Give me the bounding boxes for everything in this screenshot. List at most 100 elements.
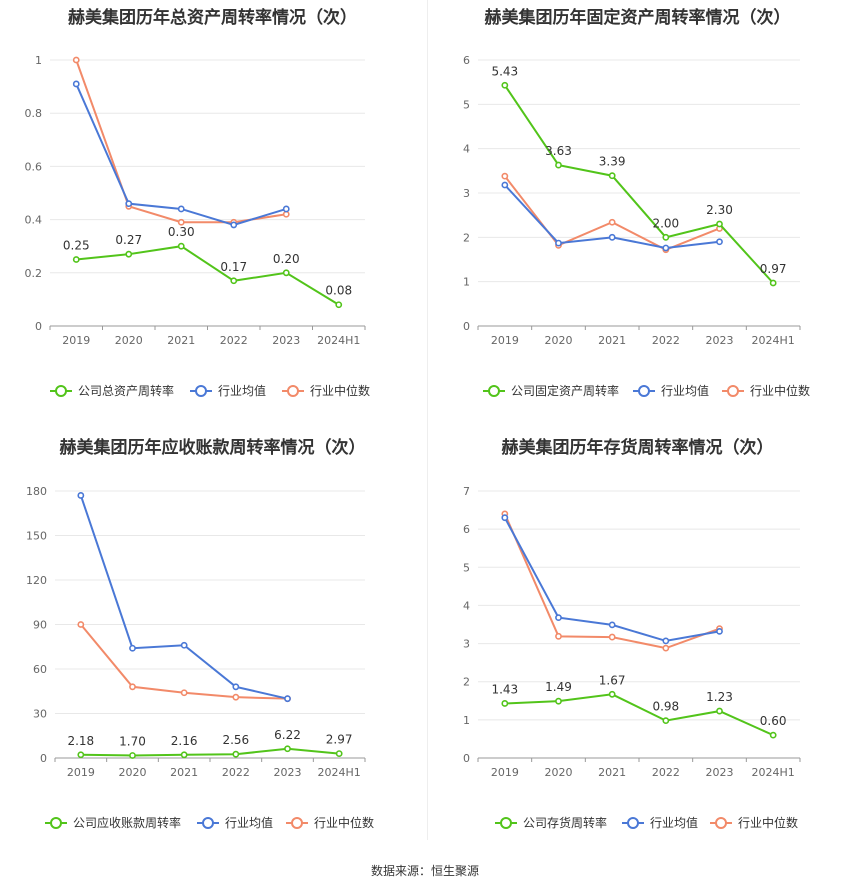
chart-panel-receivables-turnover: 赫美集团历年应收账款周转率情况（次） 0 30 60 90 120 150 180 2019 2… — [0, 425, 425, 850]
data-point-median — [129, 683, 136, 691]
data-point-median — [608, 218, 616, 226]
data-point-avg — [230, 221, 238, 229]
data-point-company — [284, 745, 291, 753]
y-tick-label: 5 — [463, 561, 470, 574]
chart-title: 赫美集团历年应收账款周转率情况（次） — [59, 438, 366, 458]
data-point-company — [282, 269, 290, 277]
chart-panel-fixed-asset-turnover: 赫美集团历年固定资产周转率情况（次） 0 1 2 3 4 5 6 2019 2020 2021 20… — [425, 0, 850, 425]
x-tick-label: 2024H1 — [752, 334, 795, 347]
y-tick-label: 30 — [33, 708, 47, 721]
total-asset-turnover-chart: 0 0.2 0.4 0.6 0.8 1 2019 2020 2021 2022 2023 2024H1… — [25, 54, 371, 398]
y-tick-label: 120 — [26, 574, 47, 587]
y-tick-label: 0 — [463, 752, 470, 765]
data-point-company — [129, 752, 136, 759]
legend-label: 行业中位数 — [310, 383, 370, 398]
series-line-company — [504, 84, 774, 284]
data-point-avg — [501, 514, 509, 522]
data-point-company — [230, 277, 238, 285]
y-tick-label: 90 — [33, 619, 47, 632]
data-point-median — [608, 633, 616, 641]
data-point-company — [662, 233, 670, 241]
data-point-company — [125, 250, 133, 258]
data-point-avg — [129, 644, 136, 652]
y-tick-label: 2 — [463, 231, 470, 244]
y-tick-label: 7 — [463, 485, 470, 498]
data-source-note: 数据来源：恒生聚源 — [370, 864, 479, 878]
data-label: 0.25 — [63, 239, 90, 253]
legend-swatch-marker — [638, 385, 650, 397]
data-point-company — [501, 81, 509, 89]
legend-label: 行业均值 — [661, 383, 709, 398]
data-point-company — [769, 279, 777, 287]
y-tick-label: 6 — [463, 54, 470, 67]
legend-swatch-marker — [627, 817, 639, 829]
series-line-median — [80, 623, 288, 700]
data-point-median — [177, 218, 185, 226]
data-point-avg — [501, 181, 509, 189]
data-label: 2.00 — [652, 216, 679, 230]
data-point-avg — [177, 205, 185, 213]
legend-label: 公司总资产周转率 — [78, 383, 174, 398]
legend-swatch-marker — [195, 385, 207, 397]
y-tick-label: 0.2 — [25, 267, 43, 280]
data-point-avg — [608, 621, 616, 629]
y-tick-label: 5 — [463, 98, 470, 111]
data-point-avg — [716, 238, 723, 246]
data-point-avg — [555, 614, 562, 622]
series-line-company — [504, 693, 774, 737]
y-tick-label: 60 — [33, 663, 47, 676]
data-label: 0.60 — [760, 714, 787, 728]
data-label: 0.08 — [325, 284, 352, 298]
legend-swatch-marker — [488, 385, 500, 397]
y-tick-label: 6 — [463, 523, 470, 536]
data-point-company — [232, 750, 240, 758]
chart-panel-total-asset-turnover: 赫美集团历年总资产周转率情况（次） 0 0.2 0.4 0.6 0.8 1 2019 2020… — [0, 0, 425, 425]
data-point-company — [608, 690, 616, 698]
data-point-avg — [716, 627, 723, 635]
data-point-company — [335, 750, 343, 757]
data-point-company — [72, 256, 80, 263]
data-label: 1.70 — [119, 734, 146, 748]
data-label: 1.43 — [491, 682, 518, 696]
data-point-avg — [180, 641, 188, 649]
data-point-avg — [555, 239, 562, 247]
y-tick-label: 2 — [463, 676, 470, 689]
data-point-avg — [125, 200, 133, 208]
data-point-company — [555, 161, 562, 169]
data-point-company — [180, 751, 188, 759]
data-point-company — [555, 697, 562, 705]
x-tick-label: 2021 — [170, 766, 198, 779]
series-line-avg — [79, 495, 288, 700]
data-point-avg — [282, 205, 290, 213]
x-tick-label: 2023 — [272, 334, 300, 347]
data-label: 0.97 — [760, 262, 787, 276]
data-point-median — [77, 621, 85, 628]
y-tick-label: 1 — [463, 714, 470, 727]
data-point-avg — [662, 637, 670, 645]
series-line-median — [75, 59, 287, 224]
x-tick-label: 2021 — [598, 334, 626, 347]
x-tick-label: 2023 — [706, 766, 734, 779]
chart-title: 赫美集团历年固定资产周转率情况（次） — [484, 8, 791, 28]
series-line-company — [76, 245, 340, 306]
legend-label: 行业中位数 — [314, 815, 374, 830]
y-tick-label: 180 — [26, 485, 47, 498]
data-point-median — [662, 644, 670, 652]
y-tick-label: 0 — [463, 320, 470, 333]
data-point-avg — [77, 492, 85, 499]
legend-label: 行业中位数 — [750, 383, 810, 398]
data-label: 2.97 — [326, 733, 353, 747]
x-tick-label: 2023 — [706, 334, 734, 347]
x-tick-label: 2022 — [220, 334, 248, 347]
data-label: 2.30 — [706, 203, 733, 217]
y-tick-label: 4 — [463, 143, 470, 156]
x-tick-label: 2019 — [67, 766, 95, 779]
y-tick-label: 4 — [463, 599, 470, 612]
data-label: 1.67 — [599, 673, 626, 687]
legend-swatch-marker — [55, 385, 67, 397]
legend-label: 公司存货周转率 — [523, 815, 607, 830]
data-point-avg — [72, 80, 80, 88]
legend-swatch-marker — [727, 385, 739, 397]
y-tick-label: 3 — [463, 638, 470, 651]
data-label: 6.22 — [274, 728, 301, 742]
